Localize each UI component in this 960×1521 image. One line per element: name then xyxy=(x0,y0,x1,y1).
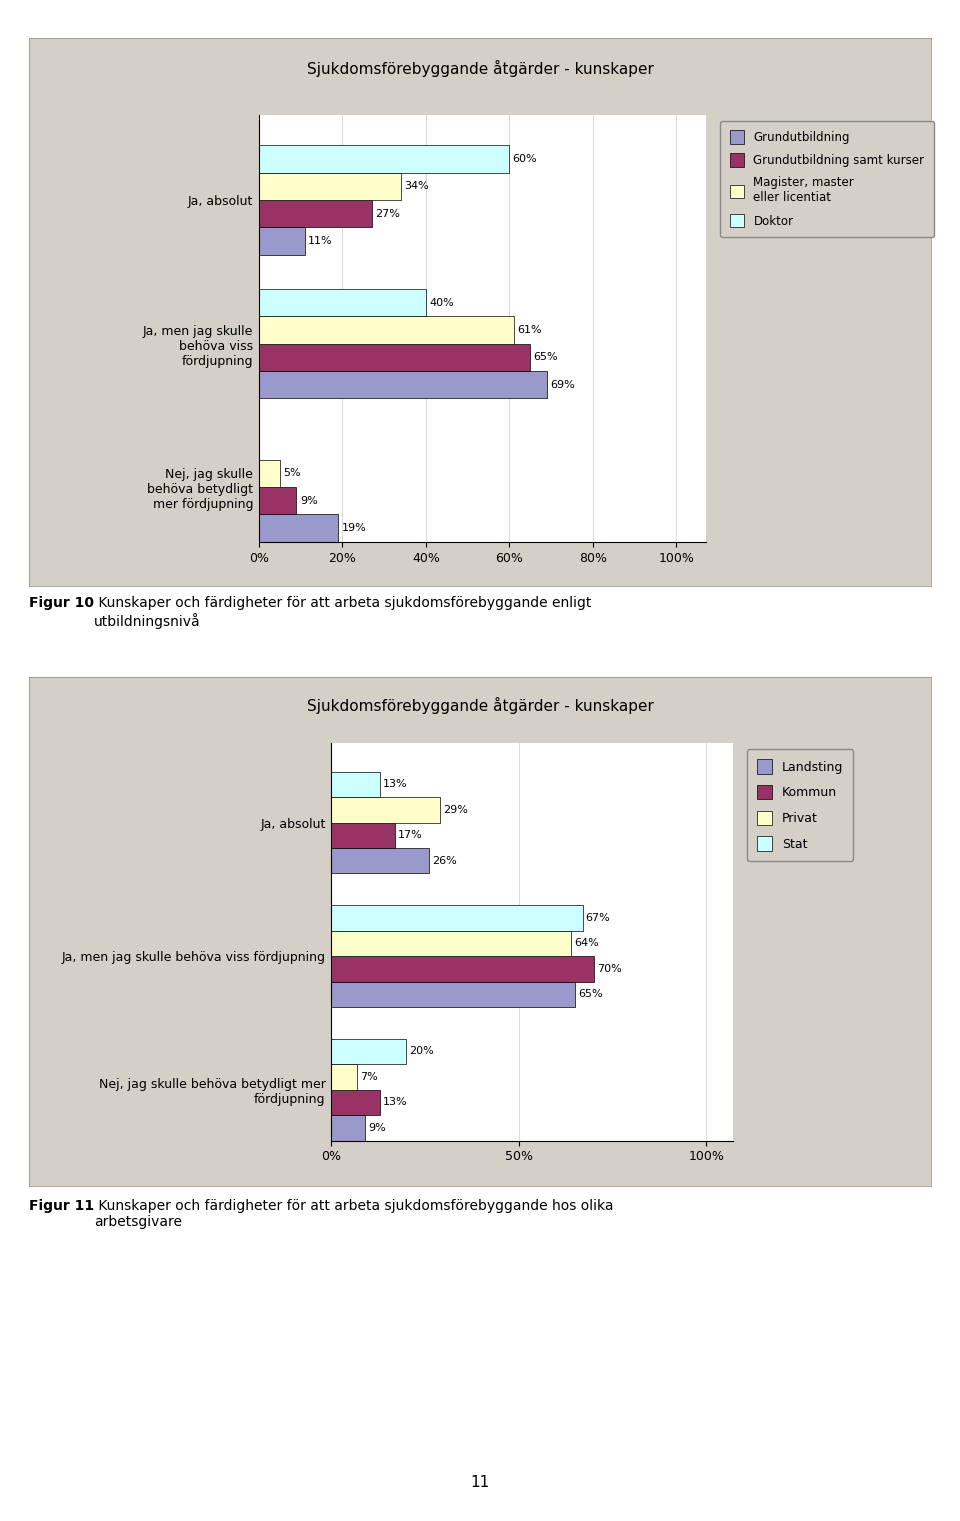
Bar xyxy=(259,289,426,316)
Text: 65%: 65% xyxy=(578,989,603,999)
Text: 5%: 5% xyxy=(283,468,300,479)
Text: 13%: 13% xyxy=(383,1097,408,1107)
Bar xyxy=(331,931,571,957)
Text: 64%: 64% xyxy=(574,938,599,949)
Text: 70%: 70% xyxy=(597,964,621,973)
Text: 26%: 26% xyxy=(432,856,456,865)
Bar xyxy=(259,201,372,228)
Text: 20%: 20% xyxy=(409,1046,434,1057)
Bar xyxy=(331,981,575,1007)
Text: Kunskaper och färdigheter för att arbeta sjukdomsförebyggande hos olika
arbetsgi: Kunskaper och färdigheter för att arbeta… xyxy=(94,1199,613,1229)
Text: 67%: 67% xyxy=(586,913,611,923)
Text: 13%: 13% xyxy=(383,779,408,789)
Bar xyxy=(331,1089,380,1115)
Bar xyxy=(331,823,395,849)
Bar xyxy=(259,146,510,173)
Legend: Landsting, Kommun, Privat, Stat: Landsting, Kommun, Privat, Stat xyxy=(747,750,853,861)
Text: 60%: 60% xyxy=(513,154,538,164)
Bar xyxy=(331,1115,365,1141)
Text: 40%: 40% xyxy=(429,298,454,307)
Text: 11: 11 xyxy=(470,1475,490,1491)
Text: 69%: 69% xyxy=(550,380,575,389)
Text: 34%: 34% xyxy=(404,181,429,192)
Text: 27%: 27% xyxy=(375,208,400,219)
Text: 65%: 65% xyxy=(534,353,558,362)
Text: Kunskaper och färdigheter för att arbeta sjukdomsförebyggande enligt
utbildnings: Kunskaper och färdigheter för att arbeta… xyxy=(94,596,591,628)
Bar xyxy=(259,371,547,399)
Text: 61%: 61% xyxy=(516,325,541,335)
Text: 29%: 29% xyxy=(443,805,468,815)
Bar xyxy=(331,957,594,981)
Bar xyxy=(259,316,514,344)
Bar xyxy=(331,771,380,797)
Bar xyxy=(259,173,401,201)
Text: Sjukdomsförebyggande åtgärder - kunskaper: Sjukdomsförebyggande åtgärder - kunskape… xyxy=(306,59,654,78)
Text: 19%: 19% xyxy=(342,523,367,534)
Bar xyxy=(259,228,305,256)
Bar xyxy=(259,487,297,514)
Text: Figur 10: Figur 10 xyxy=(29,596,94,610)
Bar xyxy=(331,849,429,873)
Bar xyxy=(331,905,583,931)
Bar xyxy=(259,344,530,371)
Text: 9%: 9% xyxy=(368,1122,386,1133)
Bar xyxy=(331,797,440,823)
Text: 7%: 7% xyxy=(360,1072,378,1081)
Text: 17%: 17% xyxy=(397,830,422,840)
Text: Figur 11: Figur 11 xyxy=(29,1199,94,1212)
Bar xyxy=(259,459,279,487)
Text: 11%: 11% xyxy=(308,236,333,246)
Bar xyxy=(331,1065,357,1089)
Text: Sjukdomsförebyggande åtgärder - kunskaper: Sjukdomsförebyggande åtgärder - kunskape… xyxy=(306,697,654,715)
Text: 9%: 9% xyxy=(300,496,318,506)
Bar xyxy=(331,1039,406,1065)
Legend: Grundutbildning, Grundutbildning samt kurser, Magister, master
eller licentiat, : Grundutbildning, Grundutbildning samt ku… xyxy=(720,120,934,237)
Bar xyxy=(259,514,338,541)
